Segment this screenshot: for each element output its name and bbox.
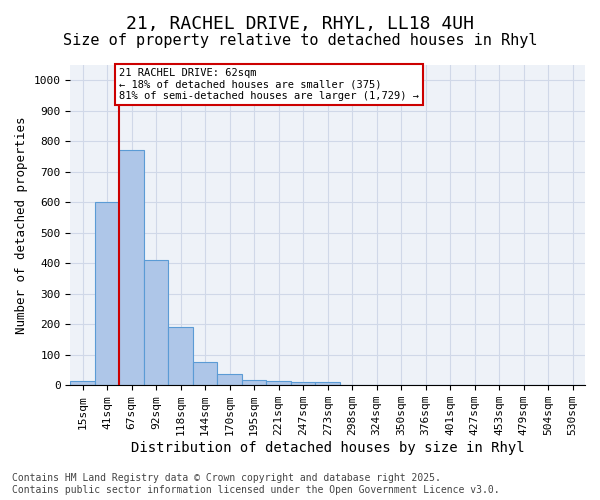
Bar bbox=[144, 260, 169, 385]
Bar bbox=[193, 362, 217, 385]
Bar bbox=[316, 382, 340, 385]
Bar bbox=[242, 380, 266, 385]
Bar bbox=[266, 380, 291, 385]
Bar bbox=[169, 328, 193, 385]
Text: 21 RACHEL DRIVE: 62sqm
← 18% of detached houses are smaller (375)
81% of semi-de: 21 RACHEL DRIVE: 62sqm ← 18% of detached… bbox=[119, 68, 419, 101]
Bar bbox=[119, 150, 144, 385]
Text: Contains HM Land Registry data © Crown copyright and database right 2025.
Contai: Contains HM Land Registry data © Crown c… bbox=[12, 474, 500, 495]
Bar bbox=[217, 374, 242, 385]
Bar bbox=[95, 202, 119, 385]
Bar bbox=[291, 382, 316, 385]
Text: 21, RACHEL DRIVE, RHYL, LL18 4UH: 21, RACHEL DRIVE, RHYL, LL18 4UH bbox=[126, 15, 474, 33]
Text: Size of property relative to detached houses in Rhyl: Size of property relative to detached ho… bbox=[63, 32, 537, 48]
Y-axis label: Number of detached properties: Number of detached properties bbox=[15, 116, 28, 334]
X-axis label: Distribution of detached houses by size in Rhyl: Distribution of detached houses by size … bbox=[131, 441, 524, 455]
Bar bbox=[70, 380, 95, 385]
